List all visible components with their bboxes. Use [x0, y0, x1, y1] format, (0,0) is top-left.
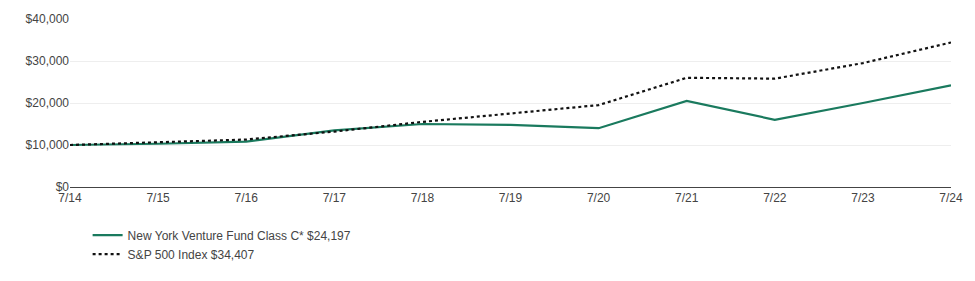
- svg-text:7/14: 7/14: [58, 191, 82, 205]
- svg-text:7/23: 7/23: [851, 191, 875, 205]
- svg-text:$30,000: $30,000: [26, 54, 70, 68]
- svg-text:7/18: 7/18: [411, 191, 435, 205]
- svg-text:7/17: 7/17: [323, 191, 347, 205]
- svg-text:S&P 500 Index $34,407: S&P 500 Index $34,407: [128, 248, 255, 262]
- svg-text:$40,000: $40,000: [26, 12, 70, 26]
- svg-text:7/19: 7/19: [499, 191, 523, 205]
- svg-text:7/15: 7/15: [146, 191, 170, 205]
- svg-text:$20,000: $20,000: [26, 96, 70, 110]
- svg-text:7/21: 7/21: [675, 191, 699, 205]
- svg-text:7/20: 7/20: [587, 191, 611, 205]
- svg-text:$10,000: $10,000: [26, 138, 70, 152]
- svg-text:7/16: 7/16: [235, 191, 259, 205]
- svg-text:$0: $0: [56, 180, 70, 194]
- svg-text:New York Venture Fund Class C*: New York Venture Fund Class C* $24,197: [128, 229, 351, 243]
- svg-text:7/22: 7/22: [763, 191, 787, 205]
- svg-text:7/24: 7/24: [939, 191, 963, 205]
